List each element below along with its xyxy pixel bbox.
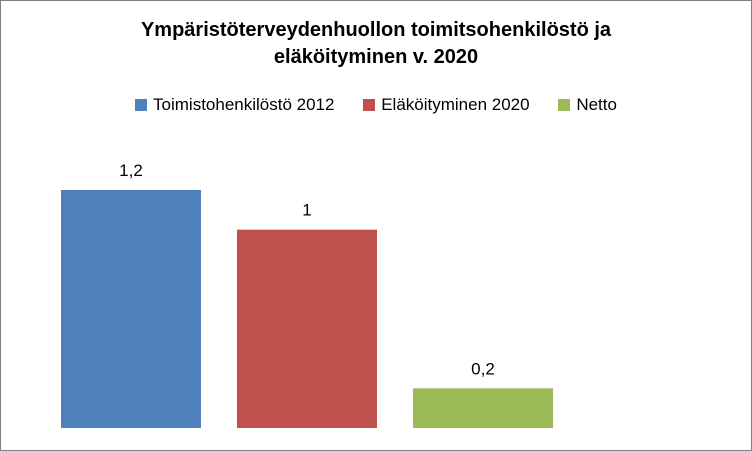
legend-swatch-red bbox=[363, 99, 376, 111]
legend-label: Netto bbox=[576, 95, 617, 114]
legend-label: Toimistohenkilöstö 2012 bbox=[153, 95, 335, 114]
legend-swatch-blue bbox=[135, 99, 148, 111]
data-label-2: 1 bbox=[302, 201, 311, 220]
chart-title: Ympäristöterveydenhuollon toimitsohenkil… bbox=[1, 17, 751, 71]
legend-item-toimistohenkilosto: Toimistohenkilöstö 2012 bbox=[135, 95, 334, 115]
data-label-3: 0,2 bbox=[471, 359, 495, 378]
legend-item-elakoityminen: Eläköityminen 2020 bbox=[363, 95, 530, 115]
data-label-1: 1,2 bbox=[119, 161, 143, 180]
legend-swatch-green bbox=[558, 99, 571, 111]
bar-3 bbox=[413, 388, 553, 428]
bar-1 bbox=[61, 190, 201, 428]
legend-item-netto: Netto bbox=[558, 95, 617, 115]
chart-title-line-1: Ympäristöterveydenhuollon toimitsohenkil… bbox=[140, 19, 612, 41]
chart-legend: Toimistohenkilöstö 2012 Eläköityminen 20… bbox=[1, 95, 751, 116]
bar-2 bbox=[237, 229, 377, 428]
legend-label: Eläköityminen 2020 bbox=[381, 95, 530, 114]
chart-title-line-2: eläköityminen v. 2020 bbox=[273, 46, 479, 68]
